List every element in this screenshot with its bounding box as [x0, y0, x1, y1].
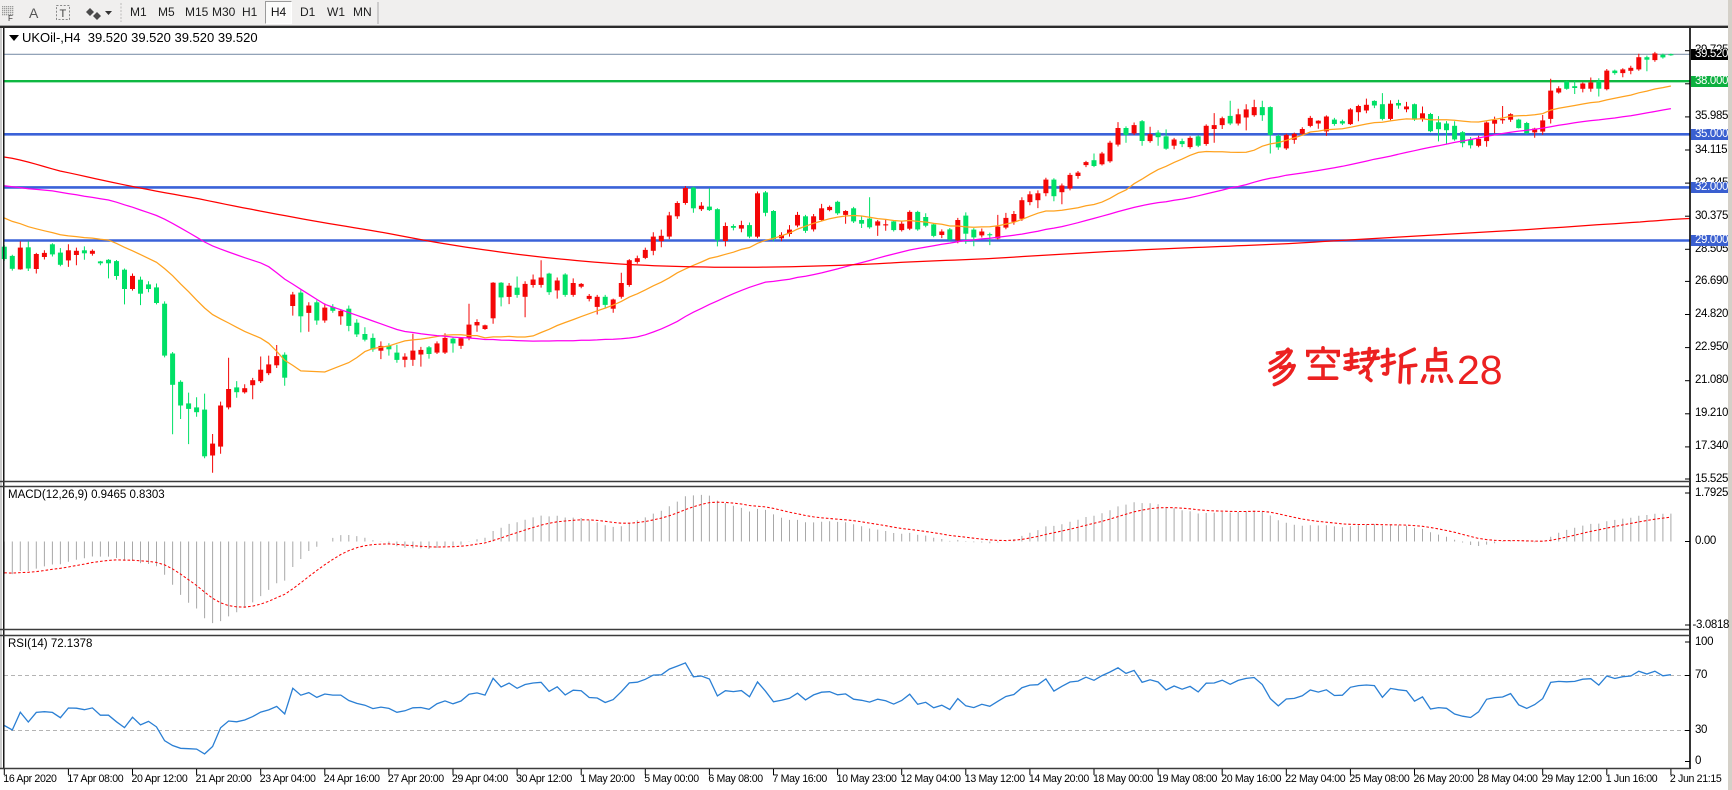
svg-text:F: F [8, 14, 13, 23]
svg-text:T: T [60, 8, 67, 20]
svg-text:28: 28 [1457, 347, 1503, 392]
